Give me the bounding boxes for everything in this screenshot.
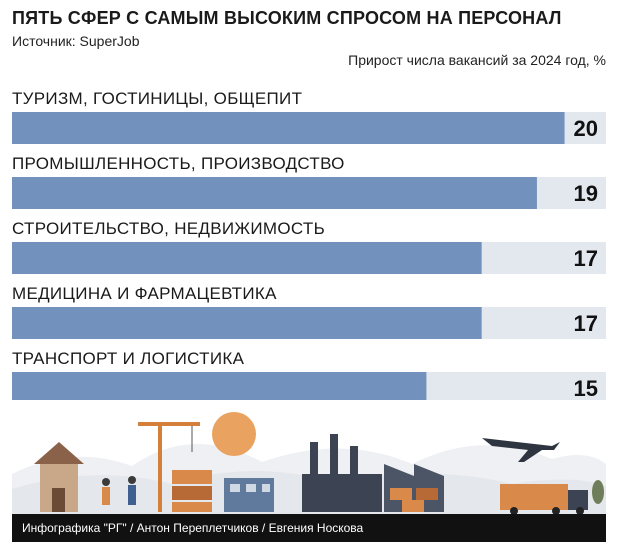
chart-subtitle: Прирост числа вакансий за 2024 год, % (348, 52, 606, 68)
value-label: 17 (574, 246, 598, 271)
value-label: 19 (574, 181, 598, 206)
category-label: ПРОМЫШЛЕННОСТЬ, ПРОИЗВОДСТВО (12, 154, 345, 173)
bar-chart: ТУРИЗМ, ГОСТИНИЦЫ, ОБЩЕПИТ 20 ПРОМЫШЛЕННОС… (12, 89, 606, 400)
bar (12, 307, 482, 339)
industry-illustration (12, 412, 606, 514)
category-label: МЕДИЦИНА И ФАРМАЦЕВТИКА (12, 284, 277, 303)
bar (12, 242, 482, 274)
value-label: 15 (574, 376, 598, 400)
bar (12, 372, 427, 400)
chart-title: ПЯТЬ СФЕР С САМЫМ ВЫСОКИМ СПРОСОМ НА ПЕР… (12, 8, 562, 28)
category-label: СТРОИТЕЛЬСТВО, НЕДВИЖИМОСТЬ (12, 219, 325, 238)
credits-footer: Инфографика "РГ" / Антон Переплетчиков /… (12, 514, 606, 542)
category-label: ТУРИЗМ, ГОСТИНИЦЫ, ОБЩЕПИТ (12, 89, 302, 108)
value-label: 17 (574, 311, 598, 336)
source-note: Источник: SuperJob (12, 33, 140, 49)
category-label: ТРАНСПОРТ И ЛОГИСТИКА (12, 349, 245, 368)
value-label: 20 (574, 116, 598, 141)
bar (12, 112, 565, 144)
bar (12, 177, 537, 209)
